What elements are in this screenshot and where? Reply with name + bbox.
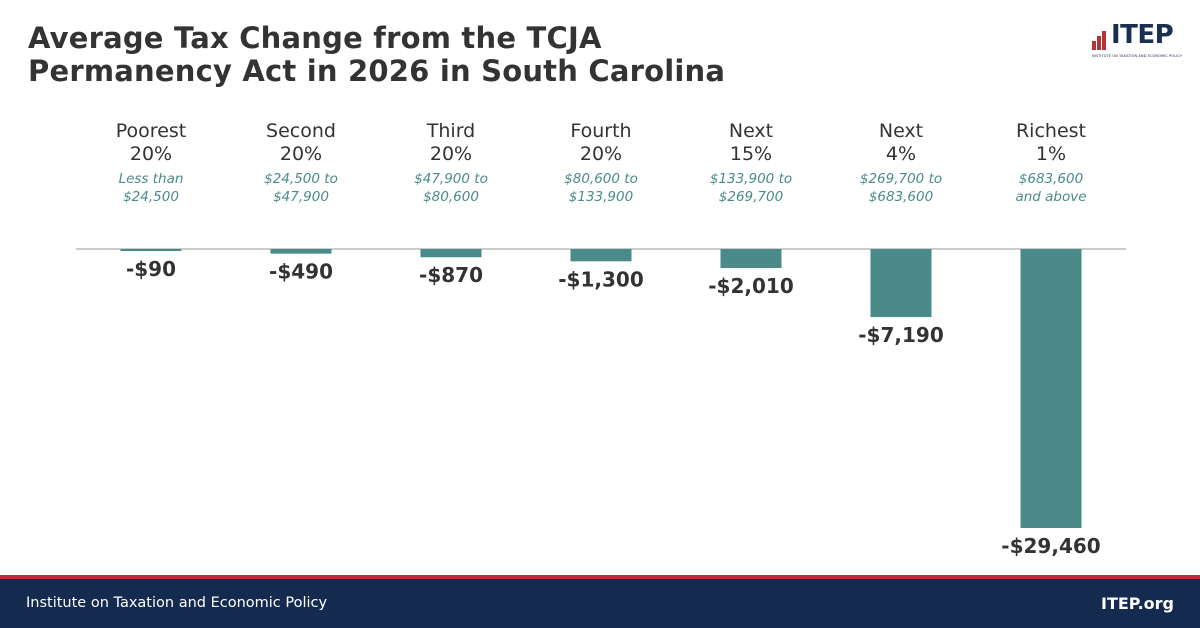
footer-site-link[interactable]: ITEP.org	[1101, 594, 1174, 613]
category-label: Poorest	[116, 120, 186, 142]
value-labels: -$90 -$490 -$870 -$1,300 -$2,010 -$7,190 -$29,…	[126, 257, 1101, 558]
category-label: 20%	[280, 143, 322, 165]
income-range-label: $24,500 to	[264, 171, 338, 187]
category-label: 1%	[1036, 143, 1066, 165]
income-range-label: $80,600	[423, 189, 479, 205]
chart-title-line-2: Permanency Act in 2026 in South Carolina	[28, 54, 726, 88]
category-label: 20%	[130, 143, 172, 165]
data-label: -$90	[126, 257, 176, 281]
data-label: -$7,190	[858, 323, 943, 347]
bars	[120, 249, 1082, 528]
bar	[270, 249, 332, 254]
data-label: -$490	[269, 260, 333, 284]
footer-org-name: Institute on Taxation and Economic Polic…	[26, 595, 328, 611]
category-label: Second	[266, 120, 336, 142]
income-range-label: $683,600	[1019, 171, 1083, 187]
data-label: -$29,460	[1001, 534, 1100, 558]
category-label: Richest	[1016, 120, 1086, 142]
data-label: -$1,300	[558, 267, 643, 291]
itep-logo[interactable]: ITEP INSTITUTE ON TAXATION AND ECONOMIC …	[1092, 20, 1183, 62]
category-label: 4%	[886, 143, 916, 165]
income-range-label: $269,700 to	[860, 171, 942, 187]
bar	[570, 249, 632, 262]
bar	[720, 249, 782, 269]
income-range-label: $683,600	[869, 189, 933, 205]
income-range-label: Less than	[119, 171, 184, 187]
chart-title: Average Tax Change from the TCJA Permane…	[28, 22, 788, 88]
logo-wordmark: ITEP	[1111, 20, 1174, 50]
income-range-label: $47,900 to	[414, 171, 488, 187]
logo-tagline: INSTITUTE ON TAXATION AND ECONOMIC POLIC…	[1092, 54, 1183, 58]
income-range-label: $47,900	[273, 189, 329, 205]
bar	[120, 249, 182, 251]
logo-bars-icon	[1092, 28, 1112, 50]
category-label: 20%	[430, 143, 472, 165]
bar	[420, 249, 482, 258]
footer: Institute on Taxation and Economic Polic…	[0, 579, 1200, 628]
footer-accent-line	[0, 575, 1200, 579]
income-range-label: and above	[1015, 189, 1086, 205]
data-label: -$870	[419, 263, 483, 287]
category-label: Next	[879, 120, 923, 142]
bar	[870, 249, 932, 318]
income-range-label: $133,900	[569, 189, 633, 205]
category-label: Fourth	[570, 120, 631, 142]
category-label: Next	[729, 120, 773, 142]
income-range-label: $24,500	[123, 189, 179, 205]
bar	[1020, 249, 1082, 528]
income-range-label: $133,900 to	[710, 171, 792, 187]
chart-title-line-1: Average Tax Change from the TCJA	[28, 21, 602, 55]
data-label: -$2,010	[708, 274, 793, 298]
category-label: Third	[426, 120, 475, 142]
category-label: 20%	[580, 143, 622, 165]
income-range-label: $269,700	[719, 189, 783, 205]
income-range-label: $80,600 to	[564, 171, 638, 187]
category-label: 15%	[730, 143, 772, 165]
